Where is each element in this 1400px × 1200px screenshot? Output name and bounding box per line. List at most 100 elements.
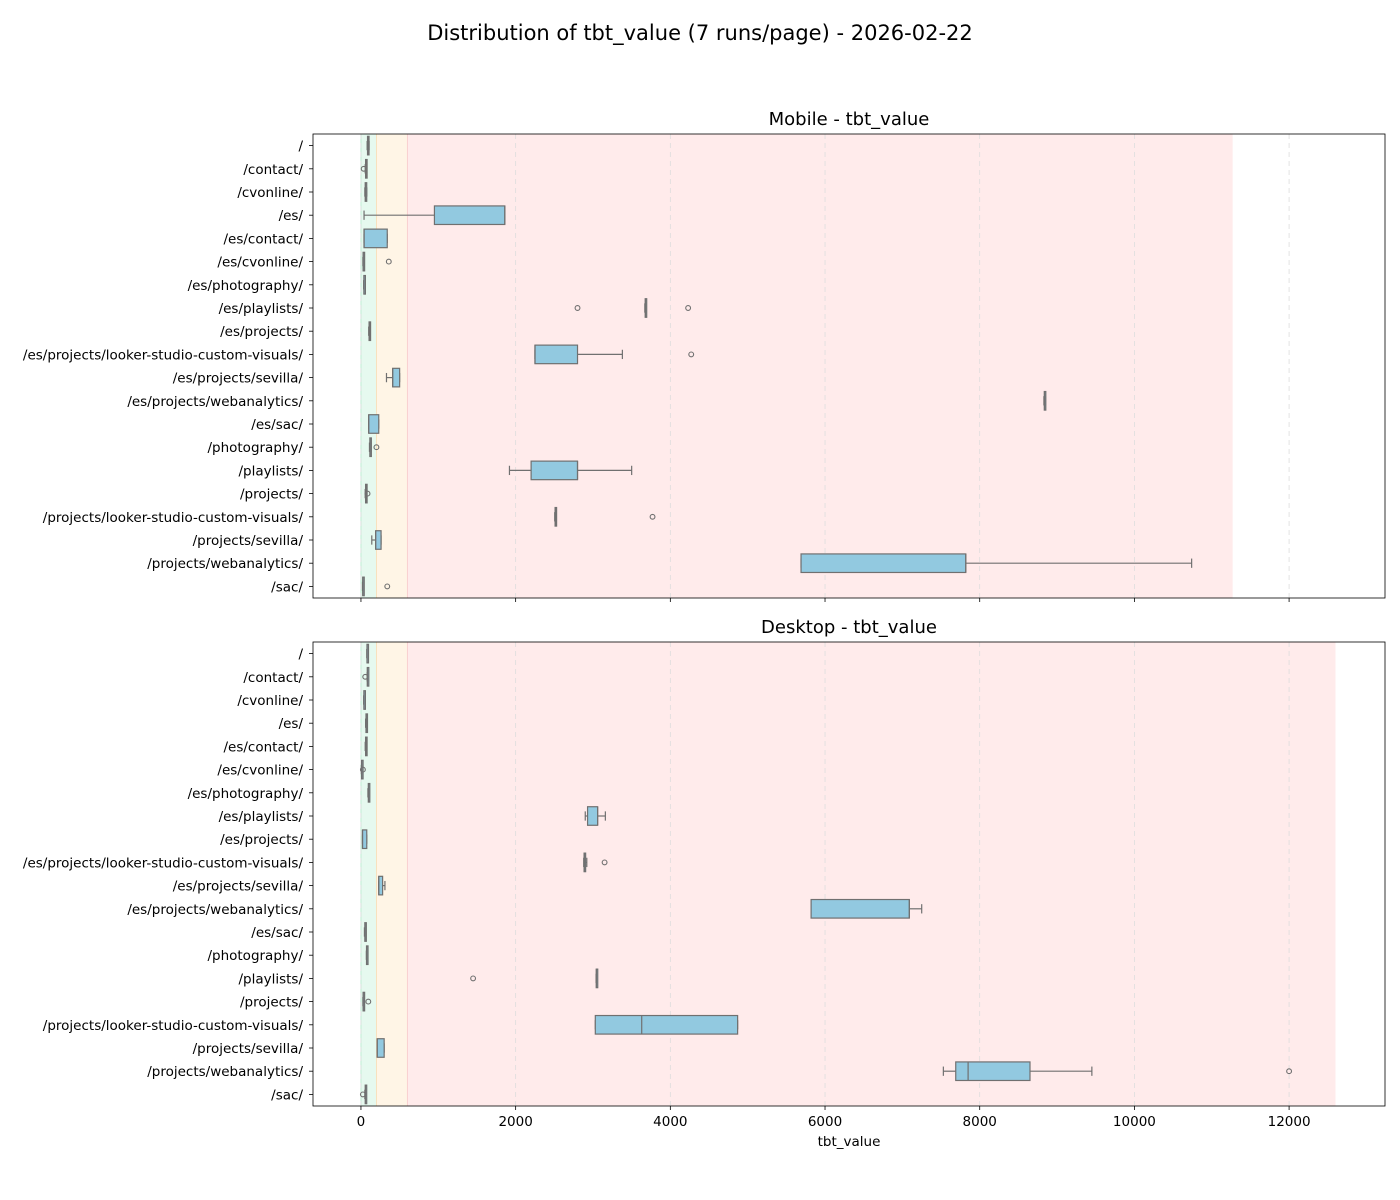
box-iqr — [594, 1014, 739, 1035]
box-8 — [361, 829, 368, 850]
box-11 — [1043, 390, 1047, 411]
box-iqr — [534, 344, 579, 365]
x-tick-label: 2000 — [498, 1114, 532, 1130]
y-tick-label: /es/cvonline/ — [217, 763, 303, 779]
zone-poor — [407, 642, 1336, 1106]
y-tick-label: /es/playlists/ — [219, 301, 304, 317]
y-tick-label: /es/projects/looker-studio-custom-visual… — [23, 855, 304, 871]
y-tick-label: /es/cvonline/ — [217, 255, 303, 271]
axes-frame — [312, 133, 1386, 599]
box-iqr — [392, 367, 401, 388]
box-18 — [800, 553, 1193, 574]
axes-frame — [312, 641, 1386, 1107]
flier-point — [649, 513, 656, 520]
figure-title: Distribution of tbt_value (7 runs/page) … — [427, 21, 973, 46]
flier-point — [574, 305, 581, 311]
x-tick-label: 8000 — [963, 1114, 997, 1130]
zone-poor — [407, 134, 1233, 598]
x-axis-label: tbt_value — [818, 1134, 881, 1150]
y-tick-label: /es/ — [279, 208, 304, 224]
y-tick-label: /projects/looker-studio-custom-visuals/ — [43, 1018, 304, 1034]
box-iqr — [368, 414, 380, 434]
y-tick-label: /es/sac/ — [251, 417, 303, 433]
flier-point — [373, 444, 380, 451]
y-tick-label: /es/contact/ — [223, 231, 303, 247]
zone-needs-improvement — [376, 642, 408, 1106]
box-19 — [361, 576, 391, 597]
box-iqr — [800, 553, 967, 574]
box-1 — [362, 666, 370, 687]
box-iqr — [376, 1038, 385, 1058]
box-17 — [371, 530, 382, 550]
y-tick-label: /es/photography/ — [188, 278, 304, 294]
box-8 — [368, 321, 372, 342]
box-16 — [594, 1014, 739, 1035]
box-7 — [574, 298, 692, 318]
y-tick-label: /es/projects/ — [220, 324, 303, 340]
flier-point — [688, 351, 695, 358]
zone-good — [360, 134, 377, 598]
box-iqr — [363, 228, 388, 249]
y-tick-label: / — [298, 139, 303, 155]
y-tick-label: /es/sac/ — [251, 925, 303, 941]
flier-point — [359, 766, 366, 773]
y-tick-label: /contact/ — [243, 162, 303, 178]
box-12 — [368, 414, 380, 434]
box-15 — [364, 483, 371, 504]
zone-needs-improvement — [376, 134, 408, 598]
box-3 — [363, 205, 506, 226]
x-tick-label: 6000 — [808, 1114, 842, 1130]
y-tick-label: /contact/ — [243, 670, 303, 686]
box-9 — [534, 344, 695, 365]
y-tick-label: /projects/webanalytics/ — [147, 556, 303, 572]
y-tick-label: /es/projects/webanalytics/ — [127, 902, 303, 918]
y-tick-label: /photography/ — [207, 440, 303, 456]
flier-point — [470, 975, 477, 982]
flier-point — [360, 165, 367, 172]
box-5 — [362, 251, 392, 272]
box-6 — [363, 274, 366, 295]
flier-point — [1286, 1068, 1293, 1075]
box-13 — [368, 437, 380, 458]
zone-good — [360, 642, 377, 1106]
box-11 — [810, 898, 923, 919]
y-tick-label: /playlists/ — [238, 463, 303, 479]
y-tick-label: /cvonline/ — [237, 693, 303, 709]
box-1 — [360, 158, 368, 179]
x-tick-label: 10000 — [1113, 1114, 1156, 1130]
box-14 — [470, 968, 599, 989]
box-2 — [364, 182, 368, 202]
box-4 — [363, 228, 388, 249]
y-tick-label: /es/projects/ — [220, 832, 303, 848]
y-tick-label: /projects/ — [240, 995, 303, 1011]
box-iqr — [530, 460, 579, 481]
box-13 — [365, 945, 369, 966]
box-3 — [364, 713, 369, 734]
panel-title: Desktop - tbt_value — [761, 617, 937, 638]
y-tick-label: /projects/sevilla/ — [193, 533, 304, 549]
panel-desktop: / /contact/ /cvonline/ /es/ /es/contact/ /es/… — [23, 617, 1386, 1150]
box-iqr — [586, 806, 599, 826]
box-iqr — [361, 829, 368, 850]
y-tick-label: /cvonline/ — [237, 185, 303, 201]
box-0 — [366, 643, 370, 664]
box-iqr — [375, 530, 382, 550]
box-15 — [362, 991, 372, 1012]
flier-point — [384, 583, 391, 590]
y-tick-label: /projects/ — [240, 487, 303, 503]
box-6 — [367, 782, 371, 803]
y-tick-label: / — [298, 647, 303, 663]
y-tick-label: /es/ — [279, 716, 304, 732]
box-9 — [583, 852, 608, 873]
flier-point — [601, 859, 608, 866]
y-tick-label: /es/projects/looker-studio-custom-visual… — [23, 347, 304, 363]
y-tick-label: /es/projects/webanalytics/ — [127, 394, 303, 410]
box-10 — [385, 367, 401, 388]
y-tick-label: /sac/ — [271, 579, 303, 595]
y-tick-label: /playlists/ — [238, 971, 303, 987]
x-tick-label: 0 — [357, 1114, 366, 1130]
box-10 — [378, 875, 386, 896]
y-tick-label: /projects/webanalytics/ — [147, 1064, 303, 1080]
panel-mobile: / /contact/ /cvonline/ /es/ /es/contact/ /es/… — [23, 109, 1386, 602]
